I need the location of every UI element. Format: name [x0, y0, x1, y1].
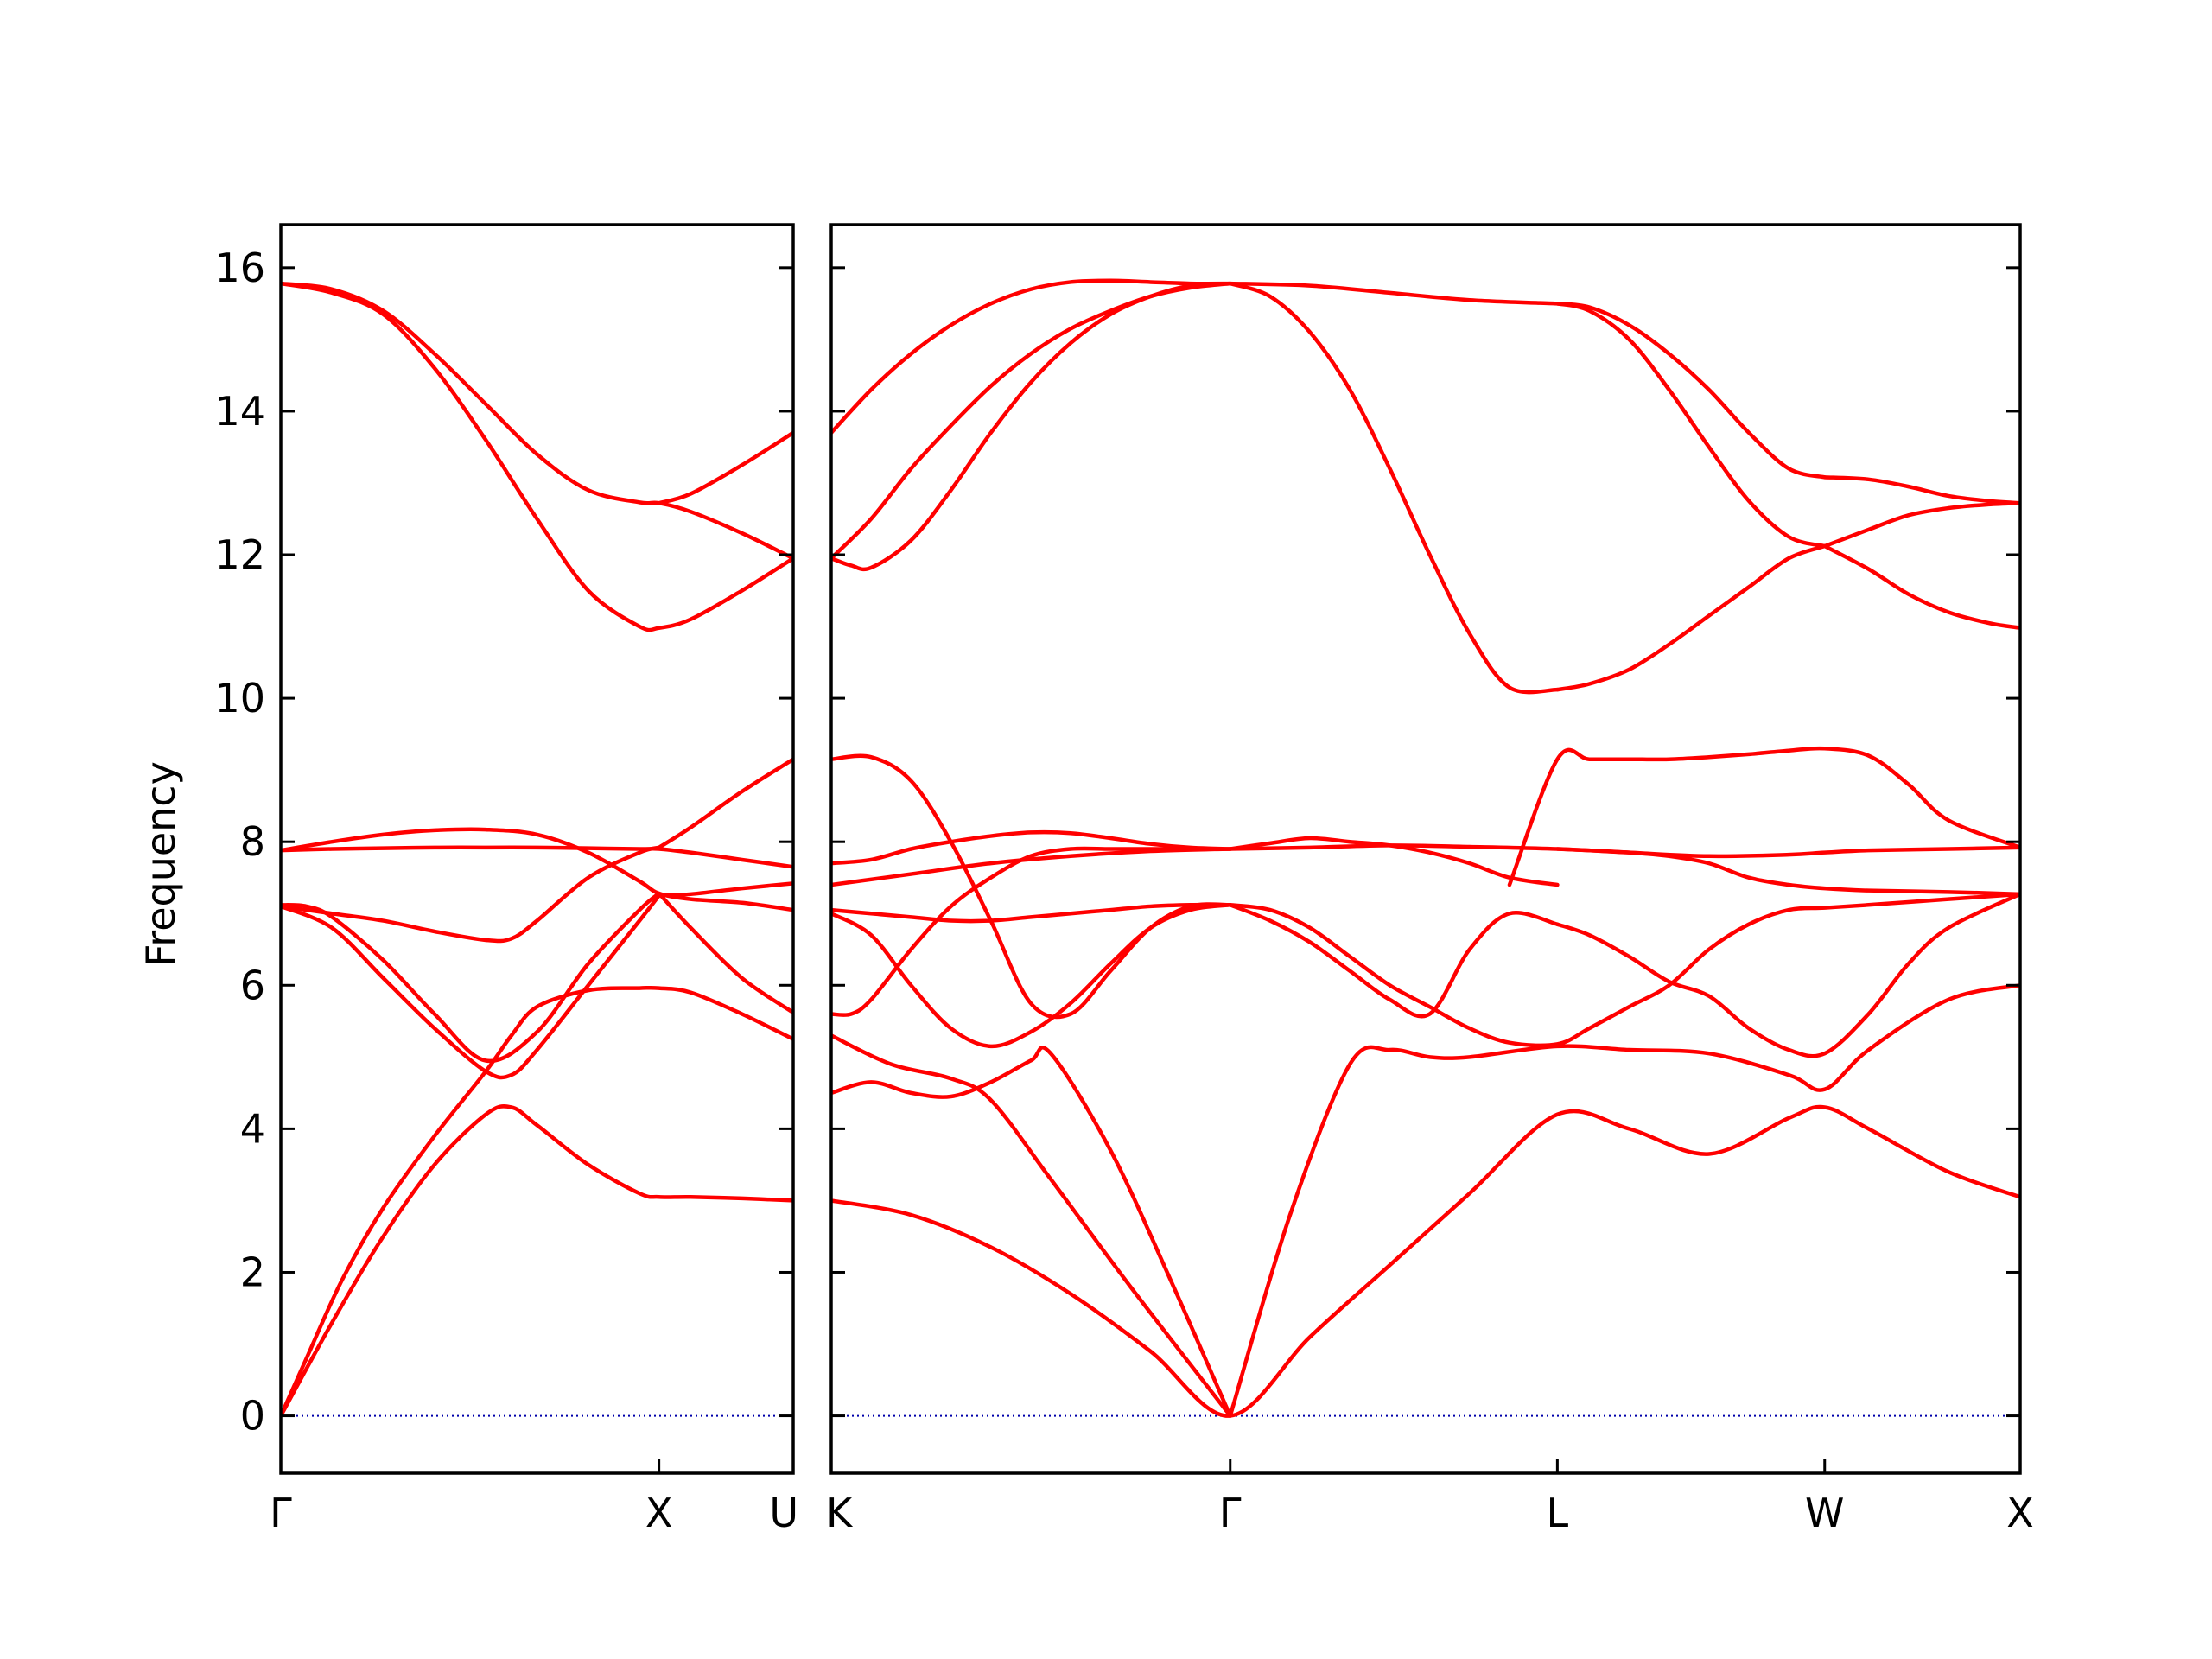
band-line [1555, 892, 2020, 1058]
y-tick-label: 12 [214, 531, 265, 578]
band-line [281, 1104, 793, 1418]
y-tick-label: 6 [240, 962, 265, 1008]
y-tick-label: 14 [214, 388, 265, 435]
band-line [657, 430, 793, 505]
band-line [1228, 281, 1560, 695]
x-tick-label: Γ [1219, 1490, 1242, 1536]
band-line [831, 846, 1232, 1017]
band-line [657, 891, 793, 1015]
x-tick-label: Γ [270, 1490, 292, 1536]
y-tick-label: 16 [214, 245, 265, 291]
band-line [1228, 892, 2020, 1048]
band-line [1555, 302, 1827, 480]
x-tick-label: W [1805, 1490, 1844, 1536]
y-tick-label: 0 [240, 1393, 265, 1440]
band-line [281, 891, 661, 1064]
y-tick-label: 10 [214, 675, 265, 721]
band-line [831, 281, 1232, 572]
band-line [831, 1104, 2020, 1418]
x-tick-label: L [1547, 1490, 1569, 1536]
band-line [1822, 475, 2020, 505]
band-line [657, 881, 793, 898]
band-line [831, 278, 1232, 435]
band-line [1507, 746, 2020, 887]
panel-frame [279, 223, 795, 1475]
band-line [1555, 847, 2020, 897]
band-line [831, 1046, 1232, 1418]
band-line [831, 281, 1232, 561]
band-line [1228, 983, 2020, 1418]
y-axis-label: Frequency [137, 761, 184, 967]
panel-frame [830, 223, 2022, 1475]
panel-series [281, 281, 793, 1418]
band-line [1555, 543, 1827, 692]
band-line [831, 847, 1232, 887]
band-line [281, 845, 793, 869]
x-tick-label: X [645, 1490, 673, 1536]
band-line [1555, 302, 1827, 549]
band-line [281, 845, 661, 944]
band-line [831, 902, 1232, 924]
y-tick-label: 4 [240, 1105, 265, 1152]
band-line [281, 893, 661, 1080]
band-line [281, 827, 793, 912]
panel-series [831, 278, 2020, 1418]
band-line [281, 281, 793, 561]
band-line [657, 757, 793, 850]
band-line [1822, 500, 2020, 549]
band-line [1822, 543, 2020, 630]
band-line [281, 281, 793, 632]
band-line [1228, 903, 1560, 1019]
band-line [831, 1033, 1232, 1418]
plot-panels: Γ X U K Γ L W X 0 2 4 6 8 10 12 14 16 [214, 223, 2034, 1536]
band-line [831, 830, 1232, 866]
band-line [281, 985, 793, 1418]
band-line [831, 903, 1232, 1049]
x-tick-label: U [769, 1490, 798, 1536]
y-tick-label: 2 [240, 1249, 265, 1295]
x-tick-label: K [826, 1490, 854, 1536]
y-tick-label: 8 [240, 818, 265, 865]
x-tick-label: X [2006, 1490, 2034, 1536]
band-line [1228, 281, 1560, 306]
